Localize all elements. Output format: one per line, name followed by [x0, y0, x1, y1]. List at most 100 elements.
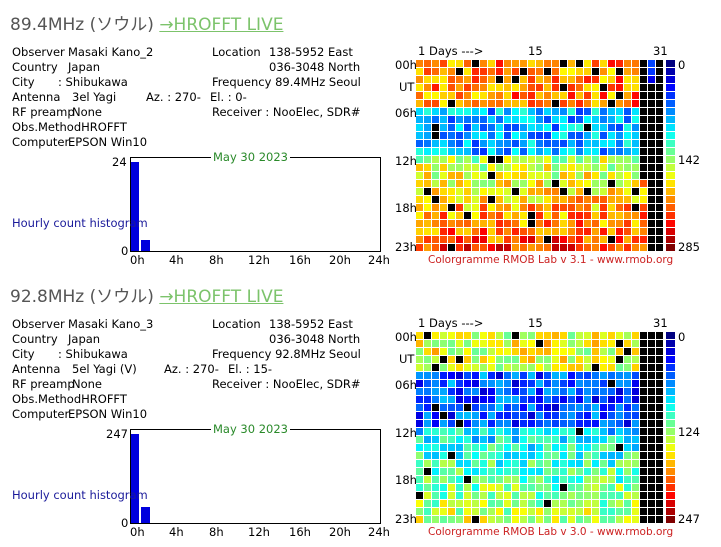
grid-cell — [656, 396, 663, 403]
grid-cell — [560, 140, 567, 147]
grid-cell — [512, 388, 519, 395]
grid-cell — [504, 204, 511, 211]
grid-cell — [592, 428, 599, 435]
location-east: 138-5952 East — [269, 317, 353, 331]
grid-cell — [576, 164, 583, 171]
grid-cell — [480, 244, 487, 251]
grid-cell — [472, 60, 479, 67]
grid-cell — [616, 180, 623, 187]
grid-cell — [512, 372, 519, 379]
grid-cell — [512, 404, 519, 411]
grid-cell — [616, 492, 623, 499]
grid-cell — [616, 468, 623, 475]
hrofft-live-link[interactable]: →HROFFT LIVE — [159, 287, 284, 307]
grid-cell — [552, 212, 559, 219]
grid-cell — [608, 124, 615, 131]
hour-label-ut: UT — [399, 352, 415, 366]
grid-cell — [424, 500, 431, 507]
hrofft-live-link[interactable]: →HROFFT LIVE — [159, 15, 284, 35]
grid-cell — [480, 68, 487, 75]
grid-cell — [424, 196, 431, 203]
grid-cell — [552, 116, 559, 123]
grid-cell — [616, 164, 623, 171]
grid-cell — [416, 468, 423, 475]
grid-cell — [592, 380, 599, 387]
grid-cell — [440, 372, 447, 379]
grid-cell — [568, 148, 575, 155]
grid-cell — [608, 228, 615, 235]
grid-cell — [552, 484, 559, 491]
grid-cell — [568, 388, 575, 395]
grid-cell — [424, 428, 431, 435]
grid-cell — [544, 340, 551, 347]
grid-cell — [512, 484, 519, 491]
grid-cell — [528, 100, 535, 107]
grid-cell — [544, 436, 551, 443]
grid-cell — [440, 404, 447, 411]
grid-cell — [440, 228, 447, 235]
grid-cell — [480, 468, 487, 475]
grid-cell — [496, 484, 503, 491]
grid-cell — [496, 372, 503, 379]
grid-cell — [512, 228, 519, 235]
grid-cell — [424, 132, 431, 139]
grid-cell — [504, 84, 511, 91]
grid-cell — [488, 396, 495, 403]
scale-cell — [666, 108, 675, 115]
grid-cell — [608, 484, 615, 491]
grid-cell — [608, 100, 615, 107]
grid-cell — [504, 164, 511, 171]
grid-cell — [488, 436, 495, 443]
grid-cell — [656, 108, 663, 115]
grid-cell — [640, 436, 647, 443]
grid-cell — [616, 188, 623, 195]
grid-cell — [656, 68, 663, 75]
observer-label: Observer — [12, 317, 65, 331]
grid-cell — [520, 460, 527, 467]
grid-cell — [464, 404, 471, 411]
grid-cell — [464, 332, 471, 339]
grid-cell — [624, 364, 631, 371]
grid-cell — [464, 196, 471, 203]
grid-cell — [520, 172, 527, 179]
grid-cell — [632, 116, 639, 123]
grid-cell — [528, 372, 535, 379]
grid-cell — [656, 116, 663, 123]
grid-cell — [608, 356, 615, 363]
grid-cell — [600, 348, 607, 355]
grid-cell — [584, 332, 591, 339]
grid-cell — [624, 140, 631, 147]
grid-cell — [560, 108, 567, 115]
grid-cell — [480, 404, 487, 411]
grid-cell — [432, 76, 439, 83]
grid-cell — [616, 92, 623, 99]
grid-cell — [456, 436, 463, 443]
grid-cell — [488, 188, 495, 195]
grid-cell — [504, 348, 511, 355]
grid-cell — [640, 140, 647, 147]
grid-cell — [624, 388, 631, 395]
grid-cell — [528, 76, 535, 83]
grid-cell — [592, 444, 599, 451]
grid-cell — [440, 76, 447, 83]
grid-cell — [416, 220, 423, 227]
grid-cell — [432, 236, 439, 243]
scale-cell — [666, 420, 675, 427]
grid-cell — [552, 236, 559, 243]
grid-cell — [584, 212, 591, 219]
grid-cell — [416, 156, 423, 163]
grid-cell — [472, 84, 479, 91]
grid-cell — [480, 84, 487, 91]
grid-cell — [656, 196, 663, 203]
grid-cell — [464, 172, 471, 179]
scale-cell — [666, 404, 675, 411]
grid-cell — [608, 156, 615, 163]
grid-cell — [504, 332, 511, 339]
grid-cell — [464, 68, 471, 75]
grid-cell — [600, 444, 607, 451]
grid-cell — [616, 508, 623, 515]
grid-cell — [416, 332, 423, 339]
grid-cell — [504, 68, 511, 75]
grid-cell — [576, 380, 583, 387]
grid-cell — [488, 60, 495, 67]
